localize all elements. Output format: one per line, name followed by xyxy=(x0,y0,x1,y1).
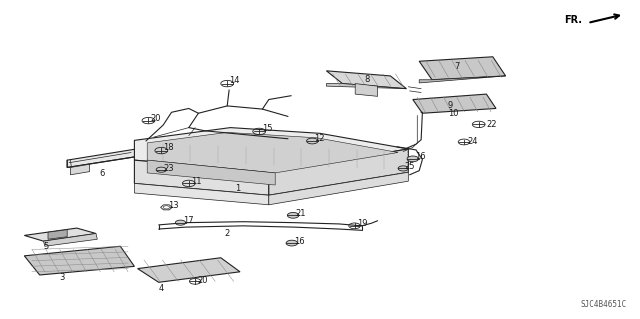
Text: 3: 3 xyxy=(60,273,65,282)
Text: 4: 4 xyxy=(159,284,164,293)
Polygon shape xyxy=(134,160,269,195)
Circle shape xyxy=(398,166,408,171)
Text: 2: 2 xyxy=(224,229,229,238)
Text: 15: 15 xyxy=(262,124,273,133)
Polygon shape xyxy=(44,234,97,246)
Text: 20: 20 xyxy=(197,276,207,285)
Text: 20: 20 xyxy=(150,114,161,123)
Circle shape xyxy=(307,138,318,144)
Text: 17: 17 xyxy=(183,216,194,225)
Polygon shape xyxy=(413,94,496,113)
Polygon shape xyxy=(147,160,275,185)
Text: 6: 6 xyxy=(99,169,104,178)
Circle shape xyxy=(287,212,299,218)
Polygon shape xyxy=(326,84,406,89)
Text: SJC4B4651C: SJC4B4651C xyxy=(581,300,627,309)
Polygon shape xyxy=(67,149,134,167)
Polygon shape xyxy=(134,128,408,172)
Polygon shape xyxy=(138,258,240,282)
Text: 5: 5 xyxy=(44,242,49,251)
Circle shape xyxy=(407,156,419,162)
Polygon shape xyxy=(134,183,269,205)
Polygon shape xyxy=(269,149,408,195)
Text: 16: 16 xyxy=(415,152,426,161)
Polygon shape xyxy=(24,228,96,241)
Text: 12: 12 xyxy=(314,134,324,143)
Polygon shape xyxy=(147,132,398,173)
Text: 16: 16 xyxy=(294,237,305,246)
Text: 10: 10 xyxy=(448,109,458,118)
Polygon shape xyxy=(70,164,90,175)
Text: 8: 8 xyxy=(365,75,370,84)
Polygon shape xyxy=(48,230,67,239)
Text: 22: 22 xyxy=(486,120,497,129)
Text: 11: 11 xyxy=(191,177,201,186)
Circle shape xyxy=(156,167,166,172)
Polygon shape xyxy=(269,172,408,205)
Text: 13: 13 xyxy=(168,201,179,210)
Polygon shape xyxy=(419,57,506,80)
Text: 25: 25 xyxy=(404,162,415,171)
Polygon shape xyxy=(419,76,506,83)
Polygon shape xyxy=(24,246,134,275)
Circle shape xyxy=(175,220,186,225)
Circle shape xyxy=(286,240,298,246)
Polygon shape xyxy=(326,71,406,89)
Text: 23: 23 xyxy=(163,164,174,173)
Text: 14: 14 xyxy=(229,76,239,85)
Text: 21: 21 xyxy=(296,209,306,218)
Text: 9: 9 xyxy=(448,101,453,110)
Text: 18: 18 xyxy=(163,143,174,152)
Text: 1: 1 xyxy=(236,184,241,193)
Text: 24: 24 xyxy=(467,137,477,146)
Text: 7: 7 xyxy=(454,63,460,71)
Polygon shape xyxy=(355,84,378,96)
Text: 19: 19 xyxy=(357,219,367,228)
Text: FR.: FR. xyxy=(564,15,582,25)
